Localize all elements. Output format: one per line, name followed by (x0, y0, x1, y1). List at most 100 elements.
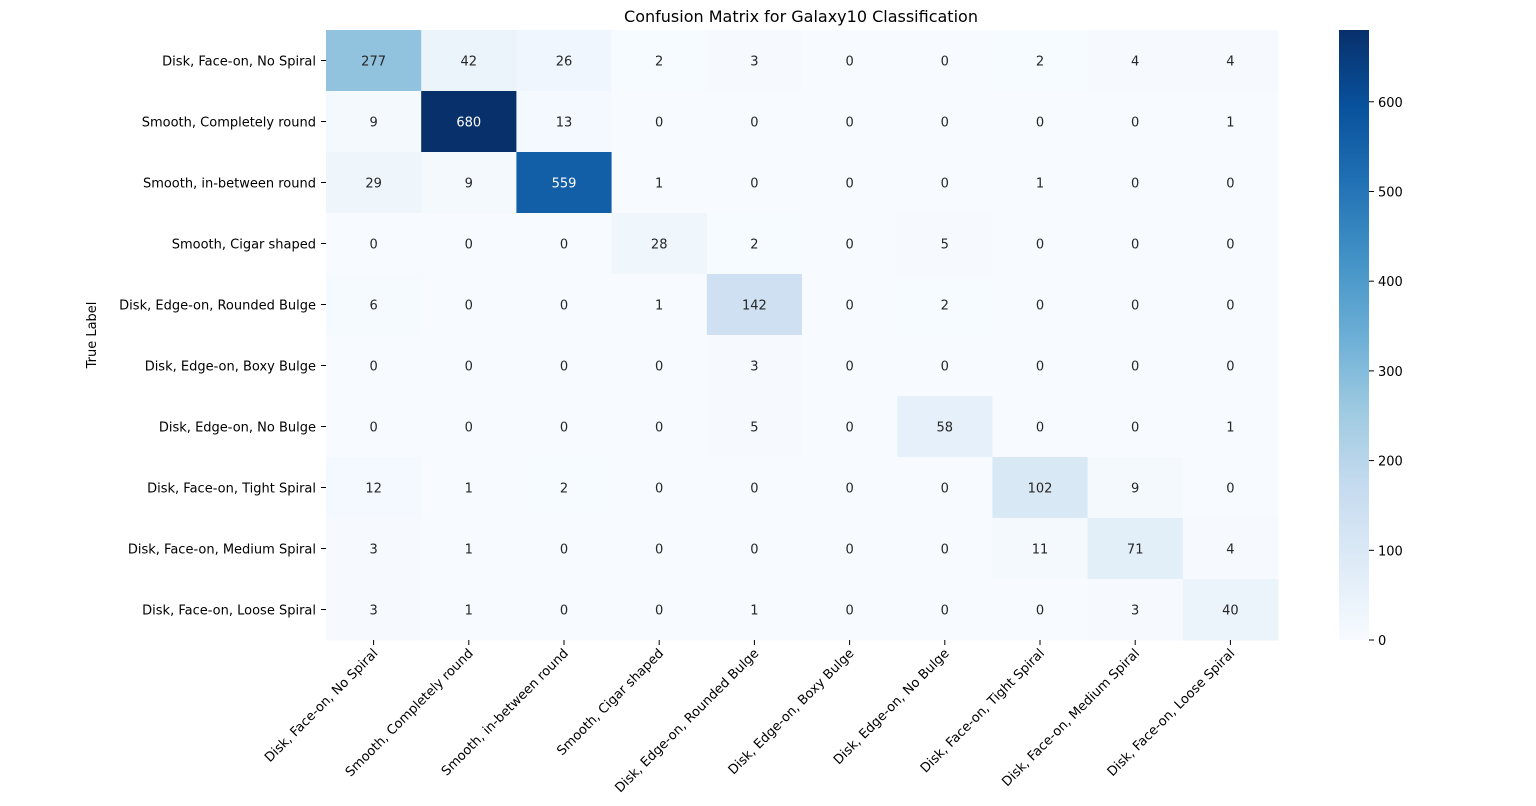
cell-value-label: 680 (456, 116, 481, 131)
cell-value-label: 2 (750, 238, 758, 253)
heatmap-cell (802, 457, 898, 519)
heatmap-cell (421, 457, 517, 519)
heatmap-cell (802, 91, 898, 153)
cell-value-label: 3 (750, 55, 758, 70)
cell-value-label: 0 (845, 116, 853, 131)
cell-value-label: 11 (1032, 543, 1049, 558)
heatmap-cell (706, 457, 803, 519)
cell-value-label: 0 (750, 543, 758, 558)
cell-value-label: 9 (1131, 482, 1139, 497)
heatmap-cell (992, 579, 1089, 641)
cell-value-label: 0 (1131, 360, 1139, 375)
heatmap-cell (326, 579, 422, 641)
cell-value-label: 0 (1131, 116, 1139, 131)
cell-value-label: 0 (465, 421, 473, 436)
heatmap-cell (516, 579, 613, 641)
cell-value-label: 0 (845, 299, 853, 314)
cell-value-label: 1 (465, 604, 473, 619)
colorbar: 0 100 200 300 400 500 600 (1339, 30, 1403, 649)
chart-title: Confusion Matrix for Galaxy10 Classifica… (624, 7, 978, 26)
cell-value-label: 2 (941, 299, 949, 314)
cell-value-label: 0 (1131, 238, 1139, 253)
heatmap-cell (326, 457, 422, 519)
heatmap-cell (1182, 518, 1279, 580)
heatmap-cell (516, 396, 613, 458)
y-tick-label: Smooth, Cigar shaped (172, 238, 316, 253)
cell-value-label: 0 (560, 299, 568, 314)
cell-value-label: 0 (655, 604, 663, 619)
heatmap-cell (897, 213, 993, 275)
y-tick-label: Disk, Face-on, No Spiral (162, 55, 316, 70)
heatmap-cell (516, 213, 613, 275)
cell-value-label: 0 (1226, 299, 1234, 314)
heatmap-cell (1182, 213, 1279, 275)
heatmap-cell (706, 579, 803, 641)
cell-value-label: 0 (845, 604, 853, 619)
heatmap-cell (326, 30, 422, 92)
y-tick-label: Smooth, Completely round (142, 116, 316, 131)
heatmap-cell (1087, 213, 1184, 275)
cell-value-label: 4 (1226, 55, 1234, 70)
cell-value-label: 71 (1127, 543, 1144, 558)
y-tick-labels: Disk, Face-on, No Spiral Smooth, Complete… (119, 55, 326, 619)
cell-value-label: 0 (560, 604, 568, 619)
cell-value-label: 6 (369, 299, 377, 314)
heatmap-cell (516, 335, 613, 397)
cell-value-label: 0 (941, 543, 949, 558)
cell-value-label: 0 (465, 238, 473, 253)
cell-value-label: 559 (552, 177, 577, 192)
heatmap-cell (897, 457, 993, 519)
y-axis-label: True Label (85, 302, 100, 370)
heatmap-cell (326, 335, 422, 397)
cell-value-label: 0 (655, 482, 663, 497)
heatmap-cell (897, 335, 993, 397)
cell-value-label: 2 (560, 482, 568, 497)
heatmap-cell (706, 91, 803, 153)
heatmap-cell (326, 152, 422, 214)
heatmap-cell (1087, 579, 1184, 641)
heatmap-cell (1182, 335, 1279, 397)
cell-value-label: 0 (1036, 360, 1044, 375)
heatmap-cell (992, 335, 1089, 397)
cell-value-label: 0 (560, 360, 568, 375)
y-tick-label: Smooth, in-between round (143, 177, 316, 192)
cell-value-label: 2 (655, 55, 663, 70)
cell-value-label: 0 (750, 482, 758, 497)
cell-value-label: 0 (560, 543, 568, 558)
heatmap-cell (326, 213, 422, 275)
heatmap-cell (706, 335, 803, 397)
heatmap-cell (326, 91, 422, 153)
heatmap-cell (1182, 579, 1279, 641)
heatmap-cell (1087, 91, 1184, 153)
heatmap-cell (802, 274, 898, 336)
heatmap-cell (516, 457, 613, 519)
cell-value-label: 1 (1226, 421, 1234, 436)
heatmap-cell (1182, 457, 1279, 519)
heatmap-cell (1182, 91, 1279, 153)
heatmap-cell (326, 274, 422, 336)
heatmap-cell (1182, 396, 1279, 458)
heatmap-cell (897, 152, 993, 214)
cell-value-label: 142 (742, 299, 767, 314)
cell-value-label: 0 (845, 360, 853, 375)
cell-value-label: 0 (1036, 116, 1044, 131)
cell-value-label: 0 (1036, 421, 1044, 436)
heatmap-cell (706, 152, 803, 214)
heatmap-cell (992, 457, 1089, 519)
cell-value-label: 0 (1226, 482, 1234, 497)
y-tick-label: Disk, Face-on, Medium Spiral (128, 543, 316, 558)
heatmap-cell (611, 91, 708, 153)
heatmap-cell (326, 518, 422, 580)
cell-value-label: 0 (845, 543, 853, 558)
cell-value-label: 0 (750, 116, 758, 131)
cell-value-label: 0 (941, 55, 949, 70)
cell-value-label: 0 (655, 360, 663, 375)
heatmap-cell (1087, 152, 1184, 214)
heatmap-cell (992, 213, 1089, 275)
cell-value-label: 0 (941, 116, 949, 131)
cell-value-label: 29 (365, 177, 382, 192)
y-tick-label: Disk, Face-on, Tight Spiral (147, 482, 316, 497)
heatmap-cell (611, 30, 708, 92)
